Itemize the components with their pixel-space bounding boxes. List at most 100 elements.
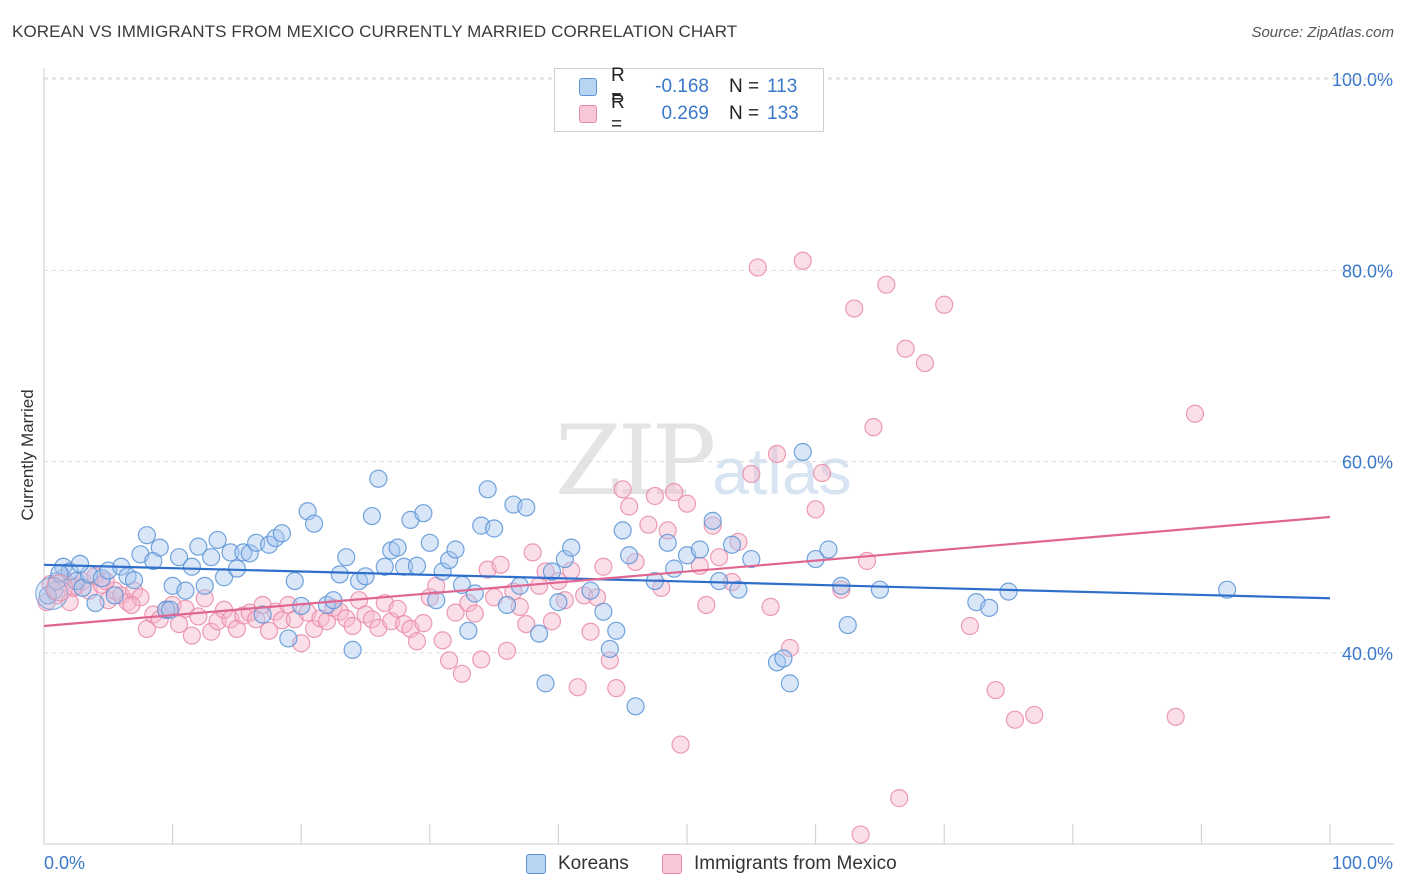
mexico-point bbox=[986, 680, 1005, 700]
mexico-point bbox=[665, 483, 684, 502]
korean-point bbox=[414, 504, 433, 523]
korean-point bbox=[388, 538, 407, 557]
korean-point bbox=[304, 514, 324, 533]
mexico-point bbox=[748, 258, 767, 277]
series-swatch-koreans bbox=[526, 854, 546, 874]
mexico-point bbox=[555, 591, 574, 610]
mexico-point bbox=[890, 789, 909, 808]
mexico-point bbox=[272, 611, 292, 630]
mexico-point bbox=[1005, 710, 1025, 729]
korean-point bbox=[182, 557, 201, 576]
mexico-point bbox=[439, 651, 459, 670]
korean-point bbox=[446, 540, 465, 559]
korean-point bbox=[356, 567, 375, 586]
mexico-point bbox=[652, 578, 671, 597]
mexico-point bbox=[581, 622, 600, 641]
mexico-point bbox=[703, 516, 722, 535]
mexico-point bbox=[446, 603, 465, 622]
korean-point bbox=[240, 544, 259, 563]
mexico-point bbox=[182, 626, 201, 645]
korean-point bbox=[581, 581, 600, 600]
legend-n-label: N = bbox=[729, 103, 760, 124]
watermark-main: ZIP bbox=[555, 405, 716, 517]
mexico-point bbox=[536, 562, 555, 581]
korean-point bbox=[189, 537, 208, 556]
y-tick-label: 60.0% bbox=[1342, 453, 1393, 473]
mexico-point bbox=[343, 616, 362, 636]
korean-point bbox=[259, 535, 279, 554]
y-tick-label: 80.0% bbox=[1342, 261, 1393, 281]
mexico-point bbox=[845, 299, 864, 318]
legend-n-value: 133 bbox=[767, 103, 799, 124]
korean-point bbox=[272, 524, 292, 543]
mexico-point bbox=[677, 494, 697, 513]
korean-point bbox=[542, 562, 562, 581]
korean-point bbox=[407, 556, 427, 575]
mexico-point bbox=[767, 444, 787, 464]
korean-point bbox=[343, 640, 362, 660]
mexico-point bbox=[864, 418, 883, 437]
korean-point bbox=[562, 538, 581, 557]
korean-point bbox=[774, 649, 793, 668]
mexico-point bbox=[259, 621, 279, 640]
mexico-point bbox=[472, 650, 491, 669]
korean-point bbox=[362, 506, 382, 526]
mexico-point bbox=[122, 595, 141, 615]
korean-point bbox=[980, 598, 999, 617]
korean-point bbox=[690, 540, 709, 559]
mexico-point bbox=[568, 678, 587, 697]
korean-point bbox=[292, 596, 311, 616]
mexico-point bbox=[645, 486, 664, 506]
korean-point bbox=[485, 519, 504, 538]
mexico-point bbox=[459, 593, 478, 613]
mexico-point bbox=[671, 735, 690, 754]
chart-title: KOREAN VS IMMIGRANTS FROM MEXICO CURRENT… bbox=[12, 22, 738, 41]
source-label: Source: ZipAtlas.com bbox=[1251, 24, 1394, 41]
mexico-point bbox=[1166, 707, 1185, 726]
korean-point bbox=[626, 697, 645, 716]
mexico-point bbox=[697, 595, 716, 615]
mexico-point bbox=[465, 604, 484, 623]
mexico-point-cluster bbox=[45, 574, 74, 602]
korean-point bbox=[150, 538, 169, 557]
series-legend-koreans: Koreans bbox=[526, 852, 629, 876]
mexico-point bbox=[710, 548, 729, 567]
legend-r-label: R = bbox=[611, 65, 625, 108]
mexico-point bbox=[626, 552, 645, 572]
x-tick-label: 0.0% bbox=[44, 853, 85, 873]
korean-point bbox=[86, 593, 105, 613]
korean-point bbox=[665, 559, 684, 578]
mexico-point bbox=[542, 612, 562, 631]
mexico-point bbox=[742, 464, 761, 484]
korean-point bbox=[459, 621, 478, 640]
korean-point bbox=[208, 530, 227, 550]
korean-point bbox=[330, 565, 349, 584]
mexico-point bbox=[189, 607, 208, 626]
mexico-point bbox=[452, 664, 472, 683]
korean-point bbox=[105, 586, 124, 605]
korean-point bbox=[497, 595, 517, 615]
mexico-point bbox=[491, 555, 510, 574]
korean-point bbox=[124, 571, 144, 590]
korean-point bbox=[594, 602, 613, 621]
legend-swatch-mexico bbox=[579, 105, 597, 123]
y-tick-label: 40.0% bbox=[1342, 644, 1393, 664]
legend-r-value: -0.168 bbox=[655, 76, 709, 97]
korean-point bbox=[375, 557, 394, 576]
mexico-point bbox=[915, 353, 935, 373]
mexico-point bbox=[60, 593, 79, 612]
mexico-point bbox=[1185, 404, 1205, 423]
korean-point bbox=[555, 549, 574, 569]
korean-point bbox=[465, 584, 484, 603]
mexico-point bbox=[433, 631, 452, 650]
korean-point bbox=[169, 548, 189, 567]
korean-point bbox=[658, 533, 677, 552]
series-swatch-mexico bbox=[662, 854, 682, 874]
korean-point bbox=[780, 674, 799, 693]
korean-point bbox=[722, 535, 742, 554]
mexico-point bbox=[414, 614, 433, 633]
korean-point bbox=[536, 674, 555, 693]
legend-swatch-koreans bbox=[579, 78, 597, 96]
mexico-point bbox=[761, 597, 780, 616]
